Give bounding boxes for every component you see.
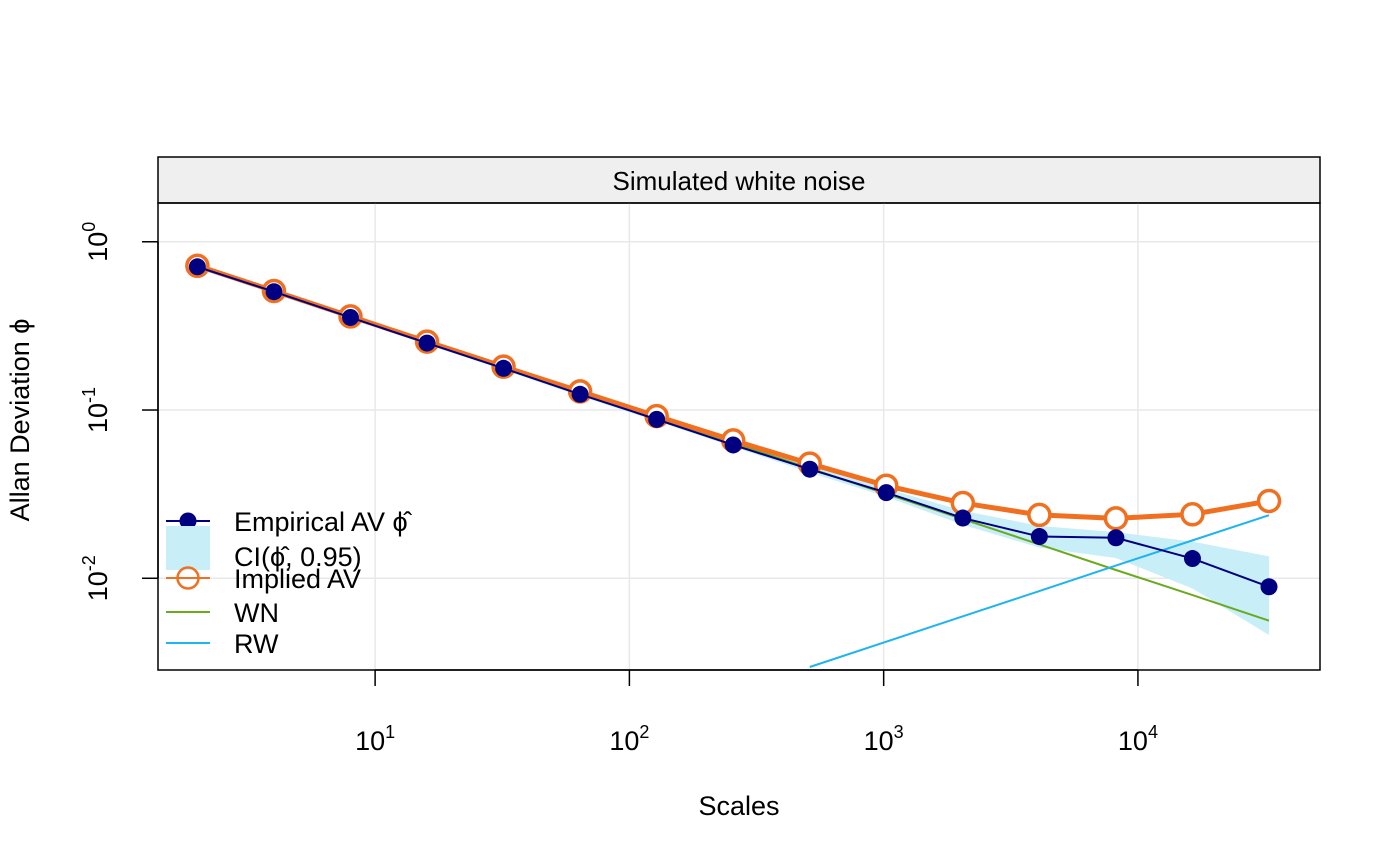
y-tick-label-base: 10 — [83, 403, 113, 433]
x-tick-label-exponent: 3 — [894, 722, 904, 742]
empirical-av-point — [724, 436, 742, 454]
y-tick-label-group: 100 — [79, 222, 113, 262]
y-tick-label-exponent: -2 — [79, 555, 99, 571]
implied-av-point — [1256, 488, 1282, 514]
empirical-av-point — [341, 308, 359, 326]
y-axis-title: Allan Deviation ϕ — [5, 319, 35, 522]
legend-empirical-label: Empirical AV ϕ̂ — [234, 507, 413, 537]
legend-implied-label: Implied AV — [234, 564, 361, 594]
legend-empirical-marker — [179, 512, 197, 530]
empirical-av-point — [648, 410, 666, 428]
y-tick-label-group: 10-1 — [79, 387, 113, 433]
empirical-av-point — [1260, 578, 1278, 596]
x-tick-label-exponent: 1 — [385, 722, 395, 742]
y-tick-label: 10-2 — [79, 555, 113, 601]
empirical-av-point — [418, 334, 436, 352]
empirical-av-point — [265, 283, 283, 301]
x-tick-label-base: 10 — [864, 726, 894, 756]
y-tick-label-exponent: 0 — [79, 222, 99, 232]
grid — [158, 203, 1320, 670]
implied-av-point — [1180, 502, 1205, 527]
series-layer — [185, 253, 1282, 668]
y-tick-label-base: 10 — [83, 571, 113, 601]
empirical-av-point — [877, 484, 895, 502]
x-tick-label: 102 — [609, 722, 649, 756]
rw-line — [809, 514, 1270, 668]
x-tick-label: 104 — [1118, 722, 1158, 756]
empirical-av-point — [571, 385, 589, 403]
chart-title: Simulated white noise — [613, 166, 866, 196]
legend-ci-swatch — [166, 526, 210, 570]
empirical-av-point — [1107, 529, 1125, 547]
implied-av-point — [1027, 502, 1052, 528]
implied-av-point — [1103, 506, 1129, 531]
x-tick-label: 103 — [864, 722, 904, 756]
y-tick-label-exponent: -1 — [79, 387, 99, 403]
y-tick-label: 10-1 — [79, 387, 113, 433]
empirical-av-point — [1183, 550, 1201, 568]
legend: Empirical AV ϕ̂ CI(ϕ̂, 0.95)Implied AV WNR… — [166, 507, 413, 659]
y-tick-label: 100 — [79, 222, 113, 262]
strip-header — [157, 156, 1321, 204]
legend-wn-label: WN — [234, 598, 279, 628]
empirical-av-point — [801, 460, 819, 478]
x-tick-label-exponent: 4 — [1148, 722, 1158, 742]
x-tick-label: 101 — [355, 722, 395, 756]
x-tick-label-base: 10 — [1118, 726, 1148, 756]
empirical-av-point — [1030, 528, 1048, 546]
empirical-av-point — [188, 258, 206, 276]
x-tick-label-base: 10 — [355, 726, 385, 756]
y-tick-label-base: 10 — [83, 232, 113, 262]
x-tick-label-base: 10 — [609, 726, 639, 756]
y-tick-label-group: 10-2 — [79, 555, 113, 601]
empirical-av-point — [954, 509, 972, 527]
legend-rw-label: RW — [234, 629, 279, 659]
legend-implied-marker — [176, 566, 200, 590]
legend-ci-label: CI(ϕ̂, 0.95) — [234, 542, 362, 572]
x-tick-label-exponent: 2 — [639, 722, 649, 742]
x-axis-title: Scales — [698, 791, 779, 821]
empirical-av-point — [495, 359, 513, 377]
x-axis: 101 102 103 104 — [355, 669, 1158, 756]
